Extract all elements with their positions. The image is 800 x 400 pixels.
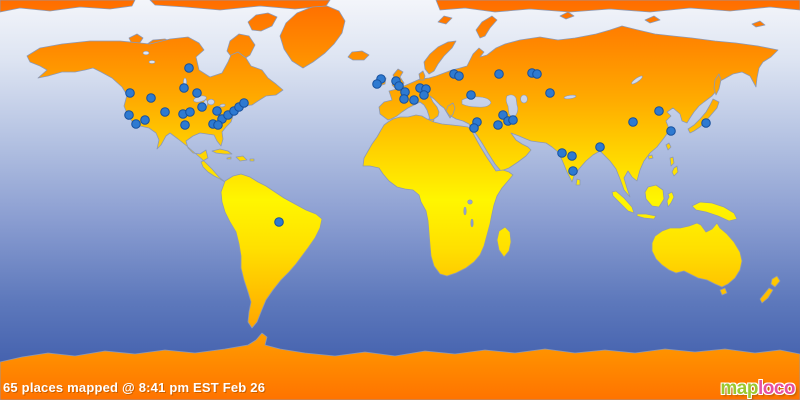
- map-pin: [125, 88, 135, 98]
- map-pin: [185, 107, 195, 117]
- logo-text-map: map: [720, 378, 758, 399]
- island-svalbard: [437, 15, 453, 25]
- island-java: [636, 213, 657, 220]
- peninsula-denmark: [418, 70, 426, 81]
- map-pin: [140, 115, 150, 125]
- map-pin: [409, 95, 419, 105]
- lake-balkhash: [563, 94, 577, 100]
- island-tasmania: [719, 287, 728, 296]
- island-hainan: [647, 154, 654, 160]
- island-sakhalin: [713, 73, 722, 96]
- continent-north-america: [26, 36, 284, 183]
- island-sulawesi: [666, 191, 675, 208]
- island-severnaya: [559, 11, 575, 20]
- island-luzon: [669, 156, 675, 167]
- continent-south-america: [220, 173, 323, 329]
- island-new-zealand-south: [759, 287, 774, 304]
- lake-huron: [207, 98, 215, 106]
- sea-aral: [520, 94, 528, 104]
- island-puerto-rico: [249, 158, 255, 162]
- map-pin: [493, 120, 503, 130]
- map-pin: [197, 102, 207, 112]
- arctic-strip-mid: [149, 0, 331, 11]
- island-cuba: [211, 148, 233, 155]
- map-pin: [557, 148, 567, 158]
- map-pin: [179, 83, 189, 93]
- map-pin: [466, 90, 476, 100]
- map-pin: [131, 119, 141, 129]
- island-new-guinea: [691, 201, 738, 222]
- arctic-strip-east: [435, 0, 800, 13]
- island-borneo: [644, 184, 665, 208]
- map-pin: [372, 79, 382, 89]
- sea-caspian: [505, 94, 519, 117]
- map-pin: [568, 166, 578, 176]
- island-wrangel: [751, 20, 766, 28]
- island-novaya-zemlya: [475, 15, 498, 39]
- map-pin: [454, 71, 464, 81]
- lake-baikal: [631, 75, 643, 85]
- island-madagascar: [496, 226, 512, 258]
- island-mindanao: [671, 165, 679, 177]
- status-text: 65 places mapped @ 8:41 pm EST Feb 26: [3, 380, 266, 395]
- maploco-logo-link[interactable]: maploco: [720, 379, 795, 398]
- continent-australia: [651, 222, 743, 288]
- lake-great-bear: [142, 50, 150, 56]
- lake-ontario: [219, 103, 226, 108]
- map-pin: [508, 115, 518, 125]
- map-pin: [419, 90, 429, 100]
- map-pin: [160, 107, 170, 117]
- continent-africa: [362, 114, 514, 277]
- island-new-siberian: [644, 15, 661, 24]
- map-pin: [146, 93, 156, 103]
- map-pin: [469, 123, 479, 133]
- map-pin: [628, 117, 638, 127]
- island-ellesmere: [247, 12, 278, 32]
- island-taiwan: [665, 142, 672, 151]
- map-pin: [213, 120, 223, 130]
- lake-tanganyika: [463, 206, 467, 216]
- island-sri-lanka: [575, 178, 581, 186]
- pins-layer: [124, 63, 711, 227]
- map-pin: [532, 69, 542, 79]
- island-hispaniola: [235, 155, 248, 162]
- map-pin: [394, 81, 404, 91]
- island-iceland: [347, 50, 370, 61]
- map-pin: [180, 120, 190, 130]
- map-pin: [274, 217, 284, 227]
- map-pin: [192, 88, 202, 98]
- map-pin: [666, 126, 676, 136]
- sea-black: [461, 96, 492, 108]
- map-pin: [701, 118, 711, 128]
- island-sumatra: [611, 190, 635, 214]
- map-pin: [654, 106, 664, 116]
- lake-victoria: [467, 199, 473, 205]
- continent-antarctica: [0, 332, 800, 400]
- island-new-zealand-north: [770, 275, 781, 288]
- island-japan: [687, 98, 720, 134]
- map-pin: [212, 106, 222, 116]
- continent-greenland: [279, 5, 346, 69]
- map-pin: [239, 98, 249, 108]
- map-pin: [399, 94, 409, 104]
- map-pin: [494, 69, 504, 79]
- map-pin: [184, 63, 194, 73]
- continent-eurasia: [378, 25, 779, 198]
- logo-text-loco: loco: [757, 378, 796, 399]
- lake-malawi: [470, 218, 474, 228]
- map-pin: [567, 151, 577, 161]
- map-pin: [595, 142, 605, 152]
- island-jamaica: [226, 156, 232, 160]
- map-pin: [545, 88, 555, 98]
- map-pin: [124, 110, 134, 120]
- lake-great-slave: [148, 60, 156, 64]
- arctic-strip-west: [0, 0, 136, 13]
- peninsula-scandinavia: [423, 40, 457, 75]
